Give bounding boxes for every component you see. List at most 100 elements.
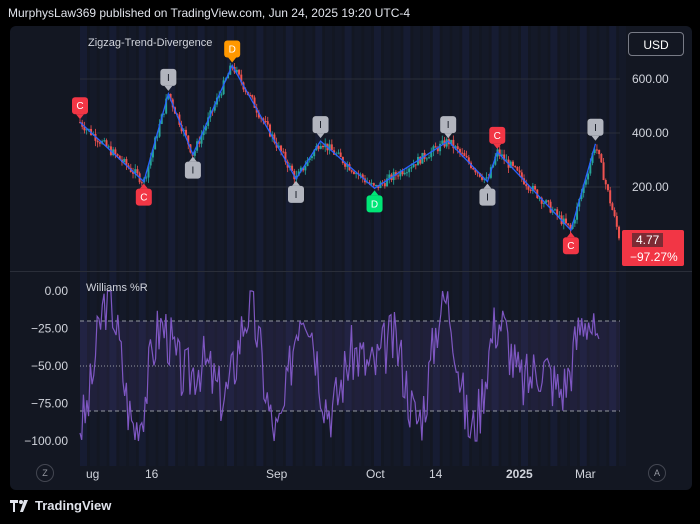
- zigzag-marker-i[interactable]: I: [288, 180, 304, 203]
- auto-scale-button[interactable]: A: [648, 464, 666, 482]
- candle-body: [266, 121, 269, 125]
- candle-body: [249, 95, 252, 97]
- candle-body: [408, 168, 411, 173]
- tradingview-logo[interactable]: TradingView: [10, 498, 111, 513]
- candle-body: [410, 167, 413, 169]
- candle-body: [405, 172, 408, 174]
- last-price: 4.77: [632, 233, 664, 247]
- candle-body: [310, 156, 313, 159]
- background-band: [501, 26, 509, 466]
- candle-body: [474, 169, 477, 173]
- chart-canvas[interactable]: C C I I D I I D I I C C I Zigzag-Trend-Divergence Wi…: [10, 26, 692, 490]
- candle-body: [185, 129, 188, 136]
- marker-pointer: [493, 143, 502, 149]
- time-axis-label: Oct: [366, 467, 385, 481]
- marker-letter: I: [447, 120, 450, 131]
- candle-body: [602, 162, 605, 181]
- zigzag-marker-c[interactable]: C: [72, 97, 88, 120]
- background-band: [325, 26, 332, 466]
- marker-letter: C: [567, 241, 574, 252]
- background-band: [197, 26, 205, 466]
- background-band: [178, 26, 185, 466]
- zigzag-marker-c[interactable]: C: [135, 183, 152, 206]
- zigzag-marker-c[interactable]: C: [489, 126, 506, 149]
- background-band: [207, 26, 215, 466]
- candle-body: [355, 173, 358, 175]
- candle-body: [282, 151, 285, 153]
- candle-body: [114, 149, 117, 155]
- candle-body: [441, 140, 444, 144]
- candle-body: [162, 113, 165, 115]
- candle-body: [434, 146, 437, 148]
- marker-letter: D: [229, 45, 236, 56]
- zigzag-marker-i[interactable]: I: [479, 183, 496, 206]
- candle-body: [145, 177, 148, 179]
- candle-body: [235, 69, 238, 73]
- price-axis-label: 600.00: [632, 72, 669, 86]
- candle-body: [553, 209, 556, 211]
- candle-body: [268, 124, 271, 137]
- background-band: [256, 26, 264, 466]
- background-band: [227, 26, 234, 466]
- background-band: [540, 26, 548, 466]
- marker-letter: C: [140, 193, 147, 204]
- zigzag-marker-i[interactable]: I: [440, 116, 457, 139]
- candle-body: [339, 152, 342, 157]
- candle-body: [98, 142, 101, 144]
- marker-box: [562, 237, 579, 255]
- price-axis-labels: 600.00 400.00 200.00: [632, 72, 669, 194]
- candle-body: [158, 123, 161, 137]
- candle-body: [361, 174, 364, 179]
- background-band: [285, 26, 293, 466]
- pane-separator[interactable]: [10, 271, 692, 272]
- candle-body: [322, 146, 324, 148]
- candle-body: [456, 146, 459, 150]
- background-band: [364, 26, 372, 466]
- price-axis-label: 200.00: [632, 180, 669, 194]
- candle-body: [319, 146, 322, 149]
- williams-indicator-label[interactable]: Williams %R: [86, 282, 148, 294]
- candle-body: [394, 172, 397, 176]
- candle-body: [306, 160, 309, 166]
- candle-body: [604, 180, 607, 185]
- candle-body: [430, 151, 433, 158]
- zigzag-marker-d[interactable]: D: [366, 190, 383, 213]
- candle-body: [514, 165, 517, 167]
- zigzag-marker-c[interactable]: C: [562, 232, 579, 255]
- candle-body: [439, 143, 442, 152]
- marker-letter: I: [192, 166, 195, 177]
- candle-body: [107, 146, 110, 148]
- candle-body: [518, 170, 521, 173]
- candle-body: [567, 223, 570, 225]
- candle-body: [140, 182, 143, 184]
- candle-body: [520, 172, 523, 179]
- candle-body: [425, 158, 428, 160]
- background-bands: [80, 26, 626, 466]
- zigzag-marker-i[interactable]: I: [160, 68, 177, 91]
- background-band: [550, 26, 558, 466]
- candle-body: [436, 147, 439, 152]
- chart-frame[interactable]: C C I I D I I D I I C C I Zigzag-Trend-Divergence Wi…: [10, 26, 692, 490]
- candle-body: [478, 172, 481, 177]
- zigzag-indicator-label[interactable]: Zigzag-Trend-Divergence: [88, 37, 212, 49]
- background-band: [393, 26, 401, 466]
- currency-button[interactable]: USD: [628, 32, 684, 56]
- candle-body: [187, 135, 190, 145]
- zigzag-marker-d[interactable]: D: [224, 40, 241, 63]
- background-band: [138, 26, 146, 466]
- candle-body: [591, 153, 594, 163]
- marker-letter: I: [486, 193, 489, 204]
- candle-body: [556, 209, 559, 216]
- log-scale-button[interactable]: Z: [36, 464, 54, 482]
- time-axis-label: Mar: [575, 467, 596, 481]
- marker-box: [489, 126, 506, 144]
- background-band: [491, 26, 499, 466]
- zigzag-marker-i[interactable]: I: [184, 156, 201, 179]
- zigzag-marker-i[interactable]: I: [312, 116, 329, 139]
- background-band: [423, 26, 430, 466]
- candle-body: [257, 112, 260, 118]
- zigzag-marker-i[interactable]: I: [587, 118, 604, 141]
- marker-box: [312, 116, 329, 134]
- candle-body: [304, 165, 307, 171]
- candle-body: [240, 74, 243, 83]
